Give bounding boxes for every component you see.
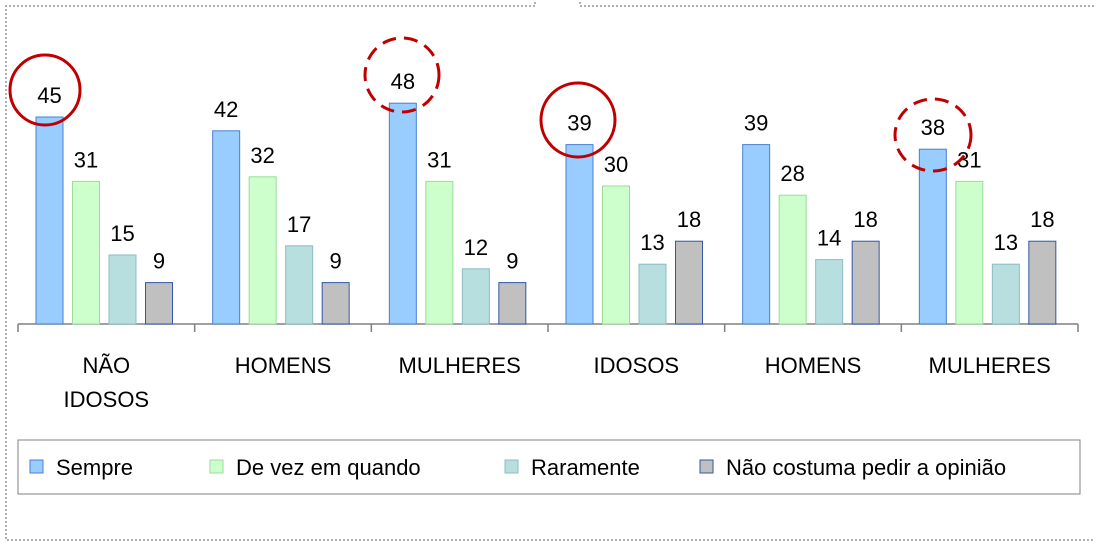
- bar: [498, 282, 527, 325]
- bar: [321, 282, 350, 325]
- bar: [778, 194, 807, 325]
- bar: [918, 148, 947, 325]
- bar: [991, 263, 1020, 325]
- x-tick-label: HOMENS: [235, 353, 332, 378]
- legend-label: Não costuma pedir a opinião: [726, 455, 1006, 480]
- legend-label: De vez em quando: [236, 455, 421, 480]
- data-label: 15: [110, 221, 134, 246]
- bar: [108, 254, 137, 325]
- data-label: 30: [604, 152, 628, 177]
- highlight-circle: [539, 81, 617, 159]
- bar: [851, 240, 880, 325]
- data-label: 18: [853, 207, 877, 232]
- bar: [388, 102, 417, 325]
- frame: [5, 2, 1094, 541]
- legend-swatch: [29, 459, 44, 474]
- highlight-circle: [893, 97, 973, 173]
- data-label: 39: [744, 111, 768, 136]
- x-tick-label: MULHERES: [399, 353, 521, 378]
- data-label: 13: [640, 230, 664, 255]
- legend-swatch: [209, 459, 224, 474]
- annotations: [8, 36, 973, 173]
- data-label: 32: [250, 143, 274, 168]
- bar: [145, 282, 173, 325]
- data-label: 9: [506, 249, 518, 274]
- highlight-circle: [363, 36, 441, 114]
- bar: [35, 116, 64, 325]
- data-label: 13: [994, 230, 1018, 255]
- x-tick-label: MULHERES: [929, 353, 1051, 378]
- bar: [248, 176, 277, 325]
- data-label: 45: [37, 83, 61, 108]
- data-label: 48: [391, 69, 415, 94]
- frame-border: [5, 2, 1094, 541]
- data-label: 18: [677, 207, 701, 232]
- data-label: 42: [214, 97, 238, 122]
- data-label: 14: [817, 226, 841, 251]
- bar: [72, 180, 100, 325]
- x-tick-label: HOMENS: [765, 353, 862, 378]
- bar: [638, 263, 667, 325]
- data-label: 12: [464, 235, 488, 260]
- data-label: 9: [330, 249, 342, 274]
- highlight-circle: [8, 53, 82, 127]
- bar: [955, 180, 984, 325]
- data-label: 31: [427, 147, 451, 172]
- data-label: 28: [780, 161, 804, 186]
- plot: NÃO IDOSOS 45 31 15 9 HOMENS 42 32 17 9 MULHERES 48 3…: [17, 69, 1079, 480]
- legend-label: Sempre: [56, 455, 133, 480]
- bar: [742, 144, 771, 325]
- legend-label: Raramente: [531, 455, 640, 480]
- legend-swatch: [699, 459, 714, 474]
- data-label: 39: [567, 111, 591, 136]
- bar: [285, 245, 314, 325]
- x-tick-label: NÃO IDOSOS: [64, 353, 150, 412]
- x-tick-label: IDOSOS: [594, 353, 680, 378]
- bar: [565, 144, 594, 325]
- bar: [461, 268, 490, 325]
- legend-swatch: [504, 459, 519, 474]
- data-label: 18: [1030, 207, 1054, 232]
- bar: [815, 259, 844, 325]
- data-label: 38: [921, 115, 945, 140]
- bar: [425, 180, 454, 325]
- data-label: 9: [153, 249, 165, 274]
- bar: [1028, 240, 1057, 325]
- frame-border: [579, 2, 1094, 7]
- data-label: 17: [287, 212, 311, 237]
- bar: [212, 130, 241, 325]
- bar: [602, 185, 630, 325]
- data-label: 31: [74, 147, 98, 172]
- legend-box: [17, 439, 1081, 495]
- bar: [675, 240, 703, 325]
